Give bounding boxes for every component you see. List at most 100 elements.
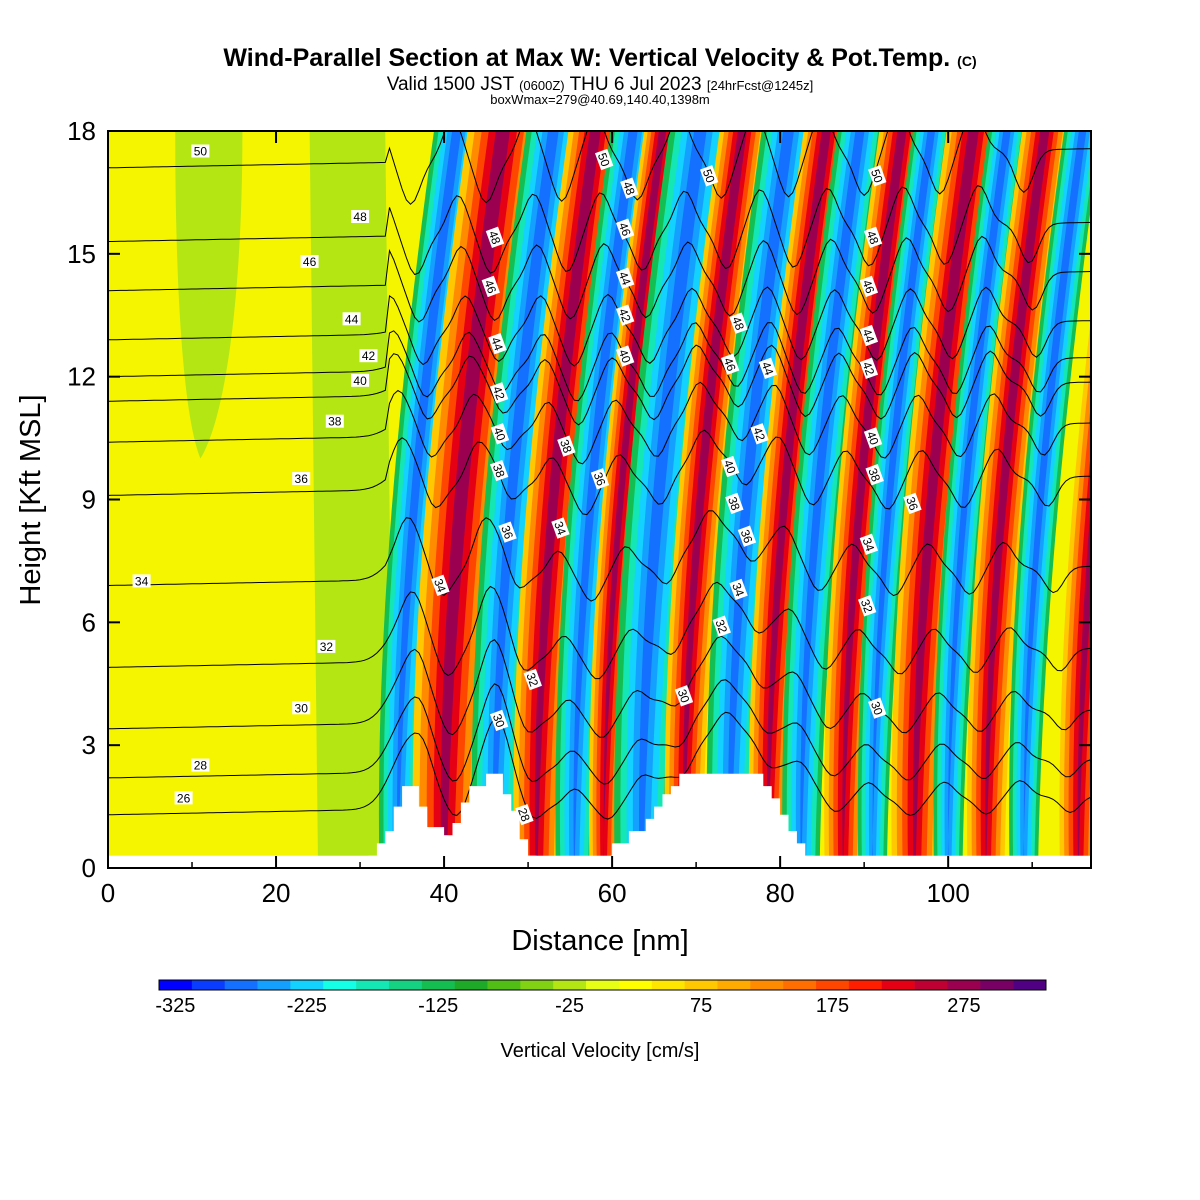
valid-zulu: (0600Z) xyxy=(519,78,565,93)
inline-label-50: 50 xyxy=(868,165,887,187)
inline-label-42: 42 xyxy=(859,357,879,380)
label-box xyxy=(859,275,879,298)
label-box xyxy=(498,521,517,543)
inline-label-44: 44 xyxy=(860,324,879,347)
label-box xyxy=(674,685,694,707)
label-text: 30 xyxy=(295,701,309,715)
y-tick-label: 12 xyxy=(67,362,96,392)
colorbar-swatch xyxy=(586,980,620,990)
inline-label-40: 40 xyxy=(491,423,510,445)
label-text: 30 xyxy=(868,700,886,718)
theta-line-30 xyxy=(108,635,1091,738)
colorbar-swatch xyxy=(553,980,587,990)
label-box xyxy=(132,574,151,588)
label-text: 28 xyxy=(515,806,533,824)
wave-band-layer xyxy=(722,131,800,868)
colorbar-swatch xyxy=(224,980,258,990)
label-box xyxy=(590,468,610,490)
valid-date: THU 6 Jul 2023 xyxy=(569,74,702,95)
colorbar-swatch xyxy=(783,980,817,990)
contour-labels: 26 28 30 32 34 36 38 40 42 44 46 48 50 48 46 44 42 40 38 36… xyxy=(132,144,922,826)
label-box xyxy=(615,345,635,367)
label-text: 40 xyxy=(616,348,634,366)
colorbar-swatch xyxy=(684,980,718,990)
inline-label-44: 44 xyxy=(488,333,507,355)
colorbar-tick-label: 75 xyxy=(690,995,712,1017)
contour-label-30: 30 xyxy=(292,701,311,715)
colorbar-swatch xyxy=(257,980,291,990)
inline-label-48: 48 xyxy=(485,226,505,249)
label-box xyxy=(868,165,887,187)
inline-label-46: 46 xyxy=(720,353,740,375)
label-box xyxy=(488,333,507,355)
label-text: 30 xyxy=(675,687,693,705)
label-box xyxy=(191,758,210,772)
wave-band-layer xyxy=(1020,131,1090,868)
label-box xyxy=(317,639,336,653)
label-text: 46 xyxy=(860,278,878,296)
label-box xyxy=(431,574,450,597)
inline-label-36: 36 xyxy=(498,521,517,543)
label-text: 42 xyxy=(860,360,878,378)
colorbar-swatch xyxy=(356,980,390,990)
label-text: 36 xyxy=(498,524,516,542)
wave-band-layer xyxy=(1016,131,1091,868)
theta-line-42 xyxy=(108,322,1091,402)
colorbar-swatch xyxy=(914,980,948,990)
inline-label-30: 30 xyxy=(868,697,887,719)
wave-band-layer xyxy=(865,131,943,868)
label-text: 42 xyxy=(616,307,634,325)
wave-band-layer xyxy=(868,131,939,868)
theta-line-26 xyxy=(108,711,1091,820)
wave-band-up xyxy=(1059,317,1091,868)
inline-label-46: 46 xyxy=(481,275,500,298)
label-box xyxy=(699,165,719,187)
colorbar-swatch xyxy=(618,980,653,990)
label-text: 46 xyxy=(721,356,739,374)
label-text: 44 xyxy=(488,335,506,353)
label-text: 44 xyxy=(759,360,777,378)
label-text: 46 xyxy=(303,255,317,269)
label-text: 36 xyxy=(903,495,921,513)
label-text: 32 xyxy=(858,597,876,615)
colorbar-frame xyxy=(158,979,1047,991)
label-box xyxy=(359,349,378,363)
inline-label-32: 32 xyxy=(858,595,877,617)
label-box xyxy=(720,455,740,478)
label-text: 32 xyxy=(712,618,730,636)
chart-title: Wind-Parallel Section at Max W: Vertical… xyxy=(0,44,1200,73)
inline-label-42: 42 xyxy=(616,304,635,326)
label-text: 38 xyxy=(865,466,883,484)
contour-label-42: 42 xyxy=(359,349,378,363)
contour-label-32: 32 xyxy=(317,639,336,654)
label-text: 34 xyxy=(729,581,747,599)
label-box xyxy=(712,615,731,637)
inline-label-32: 32 xyxy=(712,615,731,637)
label-text: 50 xyxy=(595,151,613,169)
copyright-mark: (C) xyxy=(957,53,977,69)
wave-band-layer xyxy=(487,131,565,868)
label-box xyxy=(174,791,193,805)
colorbar-swatch xyxy=(388,980,423,990)
contour-label-28: 28 xyxy=(191,758,210,773)
contour-label-46: 46 xyxy=(300,255,319,269)
label-box xyxy=(859,357,879,380)
colorbar-swatch xyxy=(750,980,784,990)
inline-label-30: 30 xyxy=(674,685,694,707)
label-text: 38 xyxy=(725,495,743,513)
label-text: 38 xyxy=(328,415,342,429)
label-box xyxy=(523,668,542,691)
label-box xyxy=(485,226,505,249)
label-box xyxy=(720,353,740,375)
colorbar-label: Vertical Velocity [cm/s] xyxy=(501,1040,700,1062)
colorbar-swatch xyxy=(651,980,685,990)
y-tick-label: 0 xyxy=(82,853,96,883)
inline-label-48: 48 xyxy=(729,312,748,334)
label-box xyxy=(292,701,311,715)
colorbar-swatch xyxy=(487,980,521,990)
title-text: Wind-Parallel Section at Max W: Vertical… xyxy=(223,44,951,72)
colorbar-swatch xyxy=(520,980,554,990)
wave-band-layer xyxy=(632,131,713,868)
label-text: 40 xyxy=(491,425,509,443)
